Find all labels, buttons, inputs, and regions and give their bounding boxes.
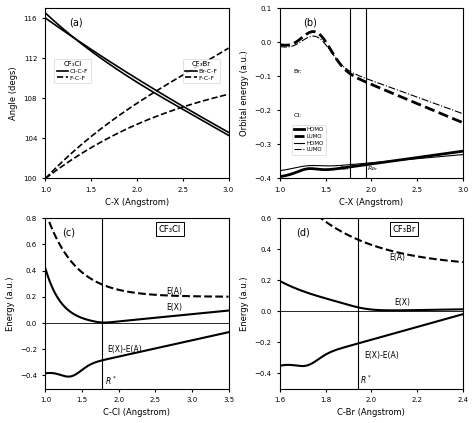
Text: E(A): E(A) [166,287,182,296]
Text: (b): (b) [303,17,318,27]
Legend: HOMO, LUMO, HOMO, LUMO: HOMO, LUMO, HOMO, LUMO [292,125,326,155]
Text: E(A): E(A) [390,253,406,262]
Text: (c): (c) [62,227,75,237]
Text: E(X): E(X) [166,303,182,312]
Y-axis label: Angle (degs): Angle (degs) [9,66,18,120]
Y-axis label: Energy (a.u.): Energy (a.u.) [240,276,249,331]
Text: CF₃Br: CF₃Br [392,225,416,234]
Text: (a): (a) [69,17,83,27]
Text: Cl:: Cl: [293,113,302,118]
Text: E(X)-E(A): E(X)-E(A) [365,351,399,360]
Text: $R_{Cl}$: $R_{Cl}$ [339,165,349,173]
Y-axis label: Energy (a.u.): Energy (a.u.) [6,276,15,331]
Text: CF₃Cl: CF₃Cl [159,225,181,234]
Text: $R_{Br}$: $R_{Br}$ [367,165,378,173]
Text: $R^*$: $R^*$ [105,374,116,387]
Text: E(X)-E(A): E(X)-E(A) [108,345,143,354]
Text: (d): (d) [296,227,310,237]
X-axis label: C-Br (Angstrom): C-Br (Angstrom) [337,409,405,418]
Legend: Br-C-F, F-C-F: Br-C-F, F-C-F [183,59,220,83]
Y-axis label: Orbital energy (a.u.): Orbital energy (a.u.) [240,50,249,136]
X-axis label: C-X (Angstrom): C-X (Angstrom) [105,198,169,207]
X-axis label: C-X (Angstrom): C-X (Angstrom) [339,198,403,207]
X-axis label: C-Cl (Angstrom): C-Cl (Angstrom) [103,409,171,418]
Text: Br:: Br: [293,69,302,74]
Text: E(X): E(X) [394,298,410,307]
Text: $R^*$: $R^*$ [360,374,372,386]
